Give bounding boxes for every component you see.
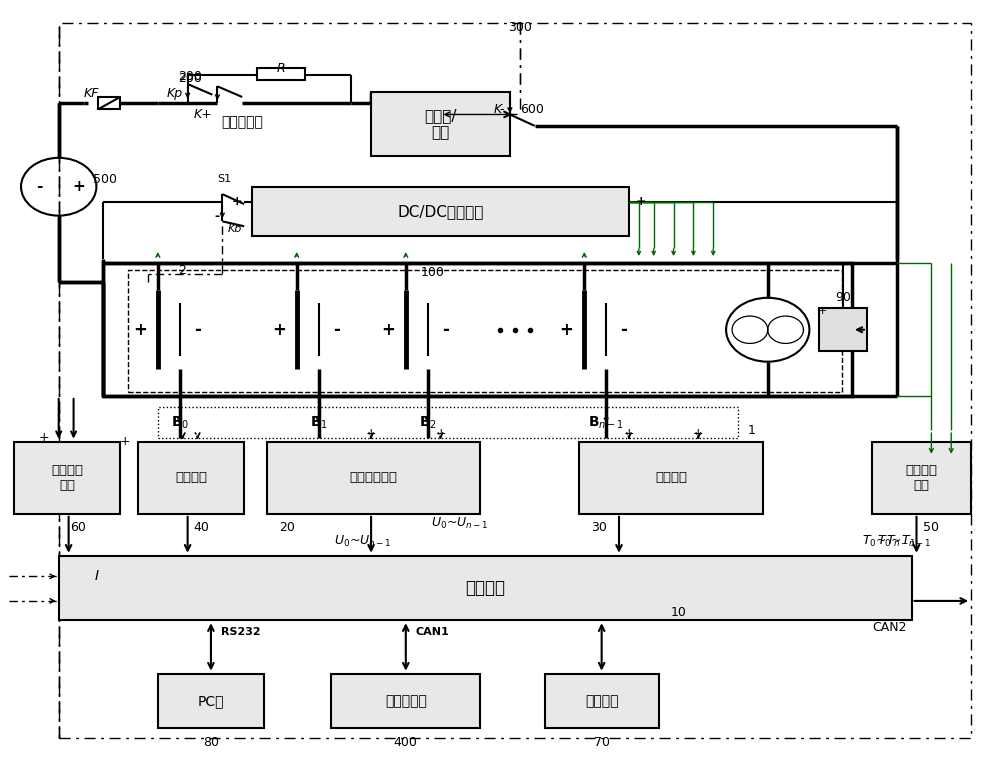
Text: DC/DC供电电路: DC/DC供电电路: [397, 204, 484, 219]
Text: -: -: [215, 210, 220, 223]
Text: 80: 80: [203, 735, 219, 748]
Text: $U_0$~$U_{n-1}$: $U_0$~$U_{n-1}$: [431, 516, 489, 531]
Text: 70: 70: [594, 735, 610, 748]
Bar: [267, 441, 480, 514]
Bar: [872, 441, 971, 514]
Text: $U_0$~$U_{n-1}$: $U_0$~$U_{n-1}$: [334, 534, 392, 549]
Text: -: -: [333, 321, 340, 338]
Text: 50: 50: [923, 521, 939, 534]
Bar: [158, 674, 264, 728]
Text: 400: 400: [394, 735, 418, 748]
Text: B$_1$: B$_1$: [310, 415, 328, 431]
Text: K+: K+: [194, 108, 212, 121]
Text: 绝缘检测
电路: 绝缘检测 电路: [51, 464, 83, 491]
Text: 90: 90: [835, 291, 851, 304]
Bar: [545, 674, 659, 728]
Text: Kb: Kb: [227, 224, 242, 234]
Text: 电压检测电路: 电压检测电路: [350, 471, 398, 484]
Text: -: -: [442, 321, 449, 338]
Text: 600: 600: [520, 102, 544, 115]
Text: R: R: [277, 62, 285, 75]
Text: +: +: [272, 321, 286, 338]
Text: CAN1: CAN1: [416, 627, 449, 637]
Text: +: +: [381, 321, 395, 338]
Bar: [371, 92, 510, 156]
Text: 200: 200: [178, 70, 202, 83]
Text: 300: 300: [508, 21, 532, 34]
Text: -: -: [36, 179, 42, 195]
Text: 2: 2: [178, 264, 186, 277]
Bar: [59, 556, 912, 621]
Bar: [98, 97, 120, 109]
Text: B$_2$: B$_2$: [419, 415, 437, 431]
Bar: [103, 263, 852, 396]
Text: +: +: [636, 195, 646, 208]
Text: 1: 1: [748, 424, 756, 437]
Text: 充电机/
负载: 充电机/ 负载: [424, 108, 457, 140]
Text: +: +: [120, 435, 130, 448]
Text: 保护电路: 保护电路: [175, 471, 207, 484]
Bar: [331, 674, 480, 728]
Bar: [579, 441, 763, 514]
Text: +: +: [39, 431, 49, 444]
Bar: [128, 271, 842, 392]
Text: 30: 30: [591, 521, 607, 534]
Bar: [252, 187, 629, 236]
Text: +: +: [693, 428, 704, 441]
Bar: [14, 441, 120, 514]
Text: 20: 20: [279, 521, 295, 534]
Text: 500: 500: [93, 172, 117, 185]
Text: CAN2: CAN2: [872, 621, 906, 634]
Text: +: +: [560, 321, 573, 338]
Text: PC机: PC机: [198, 694, 224, 708]
Text: I: I: [94, 569, 98, 584]
Bar: [257, 68, 305, 80]
Text: $T_0$~$T_{n-1}$: $T_0$~$T_{n-1}$: [862, 534, 917, 549]
Text: $T_0$~$T_{n-1}$: $T_0$~$T_{n-1}$: [877, 534, 932, 549]
Text: 存储模块: 存储模块: [585, 694, 618, 708]
Bar: [158, 408, 738, 438]
Text: 100: 100: [421, 266, 445, 279]
Text: 10: 10: [671, 606, 686, 619]
Text: +: +: [435, 428, 446, 441]
Text: RS232: RS232: [221, 627, 260, 637]
Text: 车辆控制器: 车辆控制器: [385, 694, 427, 708]
Text: Kp: Kp: [167, 88, 183, 101]
Text: 主控制器: 主控制器: [465, 579, 505, 597]
Text: B$_0$: B$_0$: [171, 415, 189, 431]
Text: +: +: [366, 428, 376, 441]
Text: S1: S1: [217, 174, 231, 184]
Text: KF: KF: [84, 87, 99, 100]
Text: B$_{n-1}$: B$_{n-1}$: [588, 415, 624, 431]
Bar: [138, 441, 244, 514]
Text: +: +: [624, 428, 634, 441]
Bar: [819, 308, 867, 351]
Text: 温度检测
电路: 温度检测 电路: [905, 464, 937, 491]
Text: -: -: [621, 321, 627, 338]
Text: 预充电电路: 预充电电路: [221, 115, 263, 129]
Text: K-: K-: [493, 102, 505, 115]
Text: +: +: [818, 307, 827, 317]
Text: +: +: [133, 321, 147, 338]
Text: +: +: [232, 195, 243, 208]
Text: 60: 60: [70, 521, 86, 534]
Text: 40: 40: [194, 521, 210, 534]
Text: -: -: [194, 321, 201, 338]
Text: +: +: [72, 179, 85, 195]
Text: 200: 200: [178, 72, 202, 85]
Text: 均衡电路: 均衡电路: [655, 471, 687, 484]
